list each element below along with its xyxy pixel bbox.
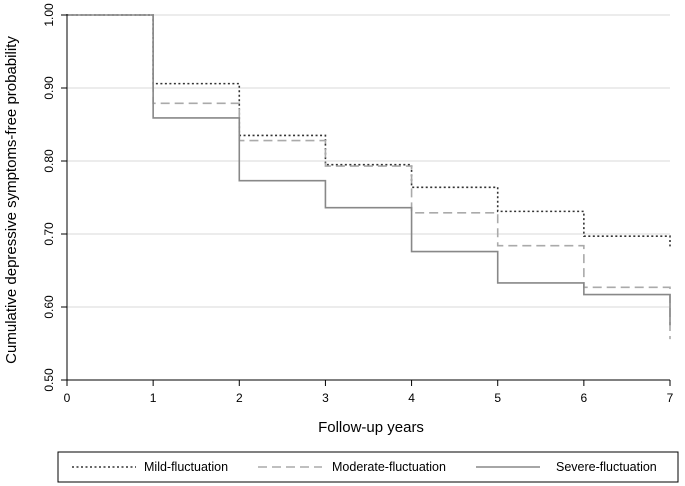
y-tick-label: 0.80 bbox=[42, 149, 56, 173]
x-tick-label: 6 bbox=[581, 391, 588, 405]
x-tick-label: 5 bbox=[494, 391, 501, 405]
y-tick-label: 0.50 bbox=[42, 368, 56, 392]
legend-label: Severe-fluctuation bbox=[556, 460, 657, 474]
legend-label: Moderate-fluctuation bbox=[332, 460, 446, 474]
series-line-severe-fluctuation bbox=[67, 14, 671, 326]
x-tick-label: 2 bbox=[236, 391, 243, 405]
x-tick-label: 3 bbox=[322, 391, 329, 405]
legend: Mild-fluctuation Moderate-fluctuation Seve… bbox=[57, 451, 679, 483]
y-tick-label: 0.60 bbox=[42, 295, 56, 319]
gridlines bbox=[67, 14, 670, 381]
series-line-moderate-fluctuation bbox=[67, 14, 671, 340]
y-axis-title: Cumulative depressive symptoms-free prob… bbox=[3, 36, 20, 364]
series-line-mild-fluctuation bbox=[67, 14, 671, 247]
x-axis-title: Follow-up years bbox=[318, 419, 424, 436]
x-tick-label: 4 bbox=[408, 391, 415, 405]
y-tick-label: 0.90 bbox=[42, 76, 56, 100]
y-tick-label: 1.00 bbox=[42, 3, 56, 27]
y-tick-label: 0.70 bbox=[42, 222, 56, 246]
legend-box bbox=[57, 451, 679, 483]
x-tick-label: 0 bbox=[64, 391, 71, 405]
legend-label: Mild-fluctuation bbox=[144, 460, 228, 474]
x-tick-label: 7 bbox=[667, 391, 674, 405]
plot-series bbox=[67, 14, 671, 340]
axes: 1.00 0.90 0.80 0.70 0.60 0.50 0 1 2 3 4 5 6 7 bbox=[42, 3, 674, 405]
x-tick-label: 1 bbox=[150, 391, 157, 405]
